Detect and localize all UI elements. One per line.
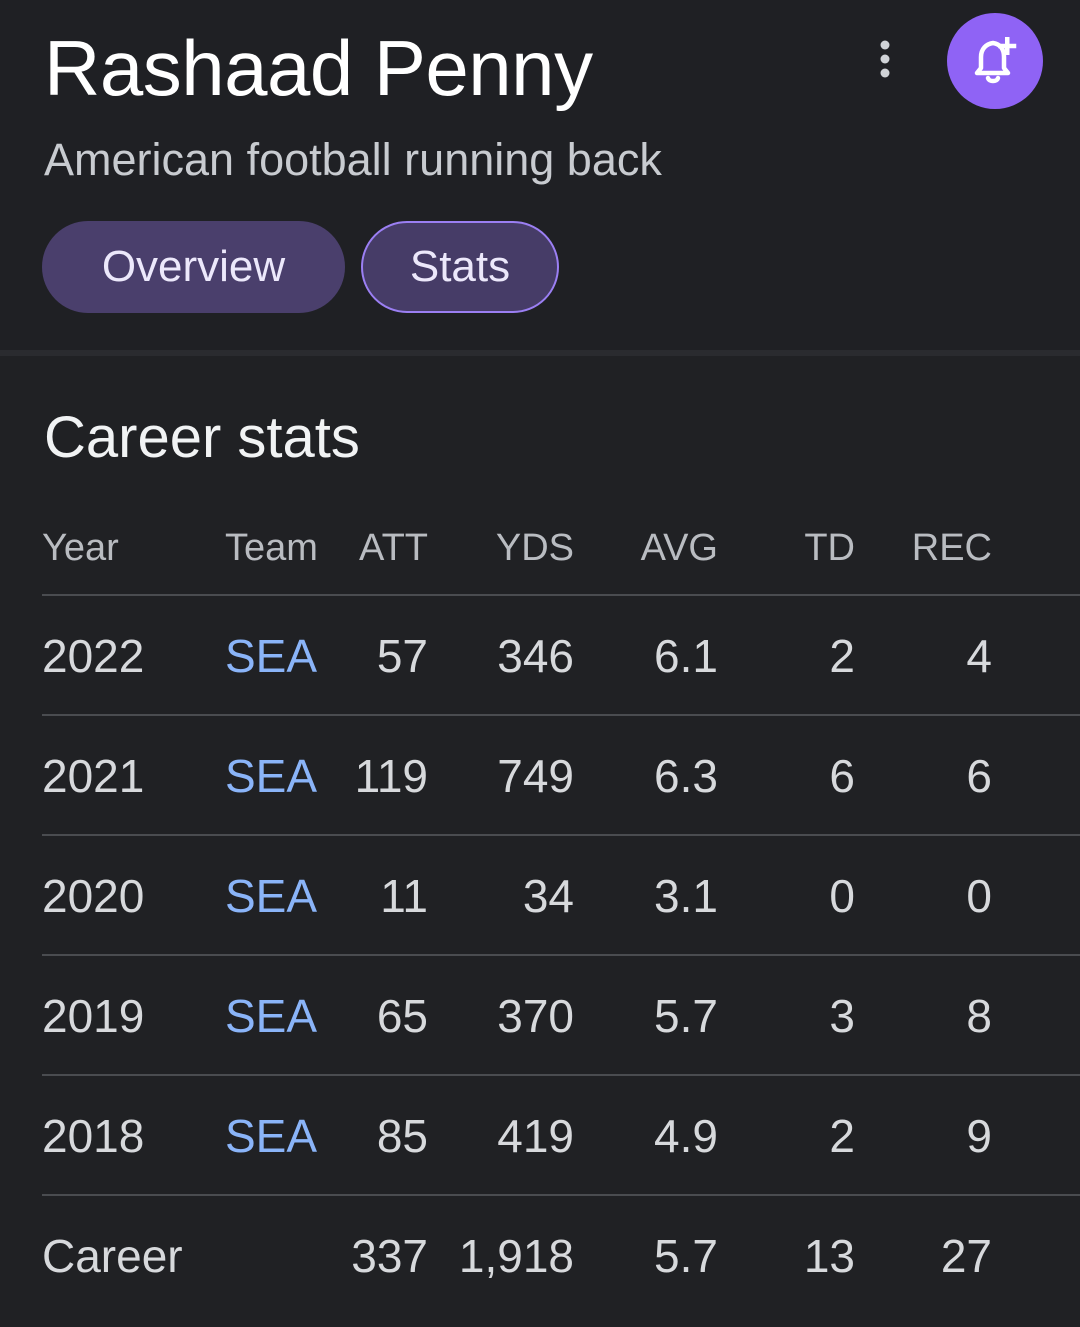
table-row: 2018 SEA 85 419 4.9 2 9 bbox=[42, 1076, 1080, 1196]
follow-alert-button[interactable] bbox=[947, 13, 1043, 109]
tab-overview[interactable]: Overview bbox=[42, 221, 345, 313]
entity-subtitle: American football running back bbox=[44, 134, 662, 185]
table-row: 2019 SEA 65 370 5.7 3 8 bbox=[42, 956, 1080, 1076]
team-link[interactable]: SEA bbox=[225, 630, 318, 682]
team-link[interactable]: SEA bbox=[225, 990, 318, 1042]
rec-total: 27 bbox=[940, 1230, 993, 1282]
yds-total: 1,918 bbox=[458, 1230, 574, 1282]
table-header-row: Year Team ATT YDS AVG TD REC bbox=[42, 496, 1080, 596]
tab-overview-label: Overview bbox=[101, 242, 286, 291]
avg-value: 3.1 bbox=[654, 870, 719, 922]
td-value: 2 bbox=[829, 1110, 855, 1162]
yds-value: 419 bbox=[497, 1110, 574, 1162]
avg-value: 6.3 bbox=[654, 750, 719, 802]
yds-value: 346 bbox=[497, 630, 574, 682]
more-options-button[interactable] bbox=[862, 36, 908, 82]
att-value: 57 bbox=[376, 630, 429, 682]
team-link[interactable]: SEA bbox=[225, 750, 318, 802]
tab-stats-label: Stats bbox=[409, 242, 511, 291]
avg-value: 5.7 bbox=[654, 990, 719, 1042]
more-vert-icon bbox=[880, 40, 890, 78]
year-cell: 2018 bbox=[42, 1110, 145, 1162]
year-cell: 2022 bbox=[42, 630, 145, 682]
rec-value: 9 bbox=[966, 1110, 992, 1162]
table-row: 2021 SEA 119 749 6.3 6 6 bbox=[42, 716, 1080, 836]
section-divider bbox=[0, 350, 1080, 356]
yds-value: 34 bbox=[522, 870, 575, 922]
att-value: 85 bbox=[376, 1110, 429, 1162]
year-cell: 2019 bbox=[42, 990, 145, 1042]
rec-value: 0 bbox=[966, 870, 992, 922]
att-value: 119 bbox=[354, 750, 428, 802]
career-stats-title: Career stats bbox=[44, 405, 360, 470]
td-value: 0 bbox=[829, 870, 855, 922]
column-header-td-label: TD bbox=[804, 527, 855, 569]
att-value: 11 bbox=[380, 870, 429, 922]
avg-value: 6.1 bbox=[654, 630, 719, 682]
column-header-att-label: ATT bbox=[359, 527, 429, 569]
table-row: 2022 SEA 57 346 6.1 2 4 bbox=[42, 596, 1080, 716]
column-header-yds-label: YDS bbox=[495, 527, 575, 569]
year-cell: 2021 bbox=[42, 750, 145, 802]
column-header-rec-label: REC bbox=[911, 527, 993, 569]
tab-bar: Overview Stats bbox=[42, 221, 559, 313]
tab-stats[interactable]: Stats bbox=[361, 221, 559, 313]
att-value: 65 bbox=[376, 990, 429, 1042]
rec-value: 6 bbox=[966, 750, 992, 802]
career-stats-section: Career stats Year Team ATT YDS AVG TD RE… bbox=[0, 356, 1080, 1327]
career-label: Career bbox=[42, 1230, 183, 1282]
rec-value: 8 bbox=[966, 990, 992, 1042]
entity-header: Rashaad Penny American football running … bbox=[0, 0, 1080, 350]
td-total: 13 bbox=[803, 1230, 856, 1282]
year-cell: 2020 bbox=[42, 870, 145, 922]
column-header-avg-label: AVG bbox=[640, 527, 718, 569]
column-header-year: Year bbox=[42, 527, 119, 569]
rec-value: 4 bbox=[966, 630, 992, 682]
yds-value: 370 bbox=[497, 990, 574, 1042]
td-value: 6 bbox=[829, 750, 855, 802]
career-stats-table: Year Team ATT YDS AVG TD REC 2022 SEA 57… bbox=[42, 496, 1080, 1316]
td-value: 3 bbox=[829, 990, 855, 1042]
td-value: 2 bbox=[829, 630, 855, 682]
career-total-row: Career 337 1,918 5.7 13 27 bbox=[42, 1196, 1080, 1316]
avg-total: 5.7 bbox=[654, 1230, 719, 1282]
bell-plus-icon bbox=[974, 37, 1017, 84]
page-title: Rashaad Penny bbox=[44, 24, 593, 112]
table-row: 2020 SEA 11 34 3.1 0 0 bbox=[42, 836, 1080, 956]
column-header-team: Team bbox=[225, 527, 318, 569]
att-total: 337 bbox=[351, 1230, 428, 1282]
team-link[interactable]: SEA bbox=[225, 1110, 318, 1162]
team-link[interactable]: SEA bbox=[225, 870, 318, 922]
yds-value: 749 bbox=[497, 750, 574, 802]
avg-value: 4.9 bbox=[654, 1110, 719, 1162]
